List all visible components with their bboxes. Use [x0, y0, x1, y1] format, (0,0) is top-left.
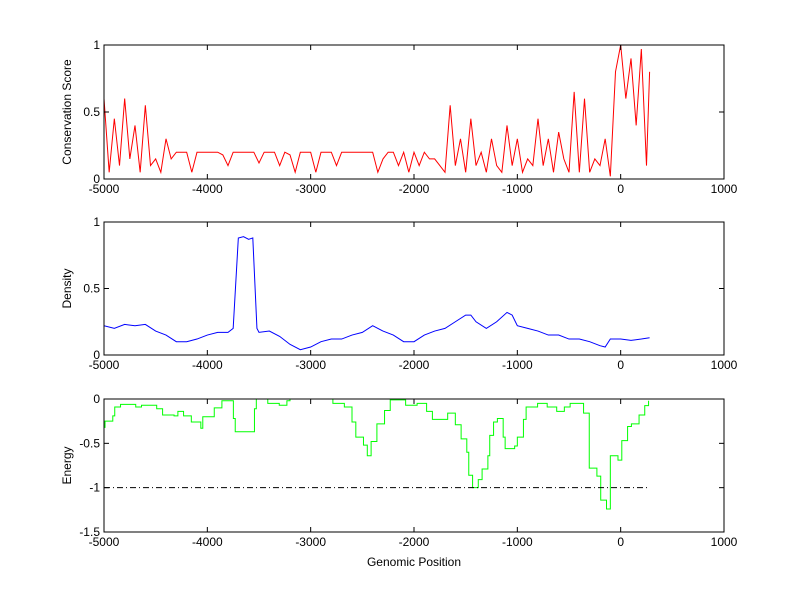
y-tick-label: -1.5	[79, 525, 100, 539]
x-tick-label: -1000	[502, 182, 533, 196]
x-tick-label: 0	[617, 358, 624, 372]
y-tick-label: 0	[93, 392, 100, 406]
series-line	[104, 399, 650, 510]
x-tick-label: 1000	[711, 358, 738, 372]
series-line	[104, 236, 650, 351]
x-tick-label: -3000	[295, 358, 326, 372]
x-tick-label: 0	[617, 535, 624, 549]
x-tick-label: -1000	[502, 358, 533, 372]
axes-box	[103, 44, 725, 180]
x-tick-label: -5000	[89, 182, 120, 196]
y-tick-label: 0.5	[83, 105, 100, 119]
x-tick-label: 0	[617, 182, 624, 196]
y-tick-label: 0	[93, 172, 100, 186]
x-tick-label: -5000	[89, 535, 120, 549]
y-axis-label: Energy	[60, 446, 74, 484]
subplot-3: -5000 -4000 -3000 -2000 -1000 0 1000 -1.5 -1 -0.5…	[60, 392, 738, 549]
y-tick-label: 1	[93, 38, 100, 52]
subplot-1: -5000 -4000 -3000 -2000 -1000 0 1000 0 0.5 1 Conse…	[60, 38, 738, 196]
axes-box	[103, 398, 725, 533]
x-axis-label: Genomic Position	[366, 555, 462, 569]
x-tick-label: -4000	[192, 182, 223, 196]
x-tick-label: -3000	[295, 535, 326, 549]
x-tick-label: -2000	[399, 358, 430, 372]
y-tick-label: -1	[89, 481, 100, 495]
x-tick-label: 1000	[711, 535, 738, 549]
y-axis-label: Density	[60, 268, 74, 308]
y-tick-label: 0.5	[83, 282, 100, 296]
y-axis-label: Conservation Score	[60, 59, 74, 165]
x-tick-label: -4000	[192, 535, 223, 549]
x-tick-label: -1000	[502, 535, 533, 549]
axes-box	[103, 221, 725, 356]
x-tick-label: 1000	[711, 182, 738, 196]
x-tick-label: -2000	[399, 535, 430, 549]
x-tick-label: -3000	[295, 182, 326, 196]
y-tick-label: 1	[93, 215, 100, 229]
x-tick-label: -5000	[89, 358, 120, 372]
x-tick-label: -2000	[399, 182, 430, 196]
series-line	[104, 45, 651, 177]
x-tick-label: -4000	[192, 358, 223, 372]
y-tick-label: -0.5	[79, 436, 100, 450]
y-tick-label: 0	[93, 348, 100, 362]
subplot-2: -5000 -4000 -3000 -2000 -1000 0 1000 0 0.5 1 Densi…	[60, 215, 738, 372]
